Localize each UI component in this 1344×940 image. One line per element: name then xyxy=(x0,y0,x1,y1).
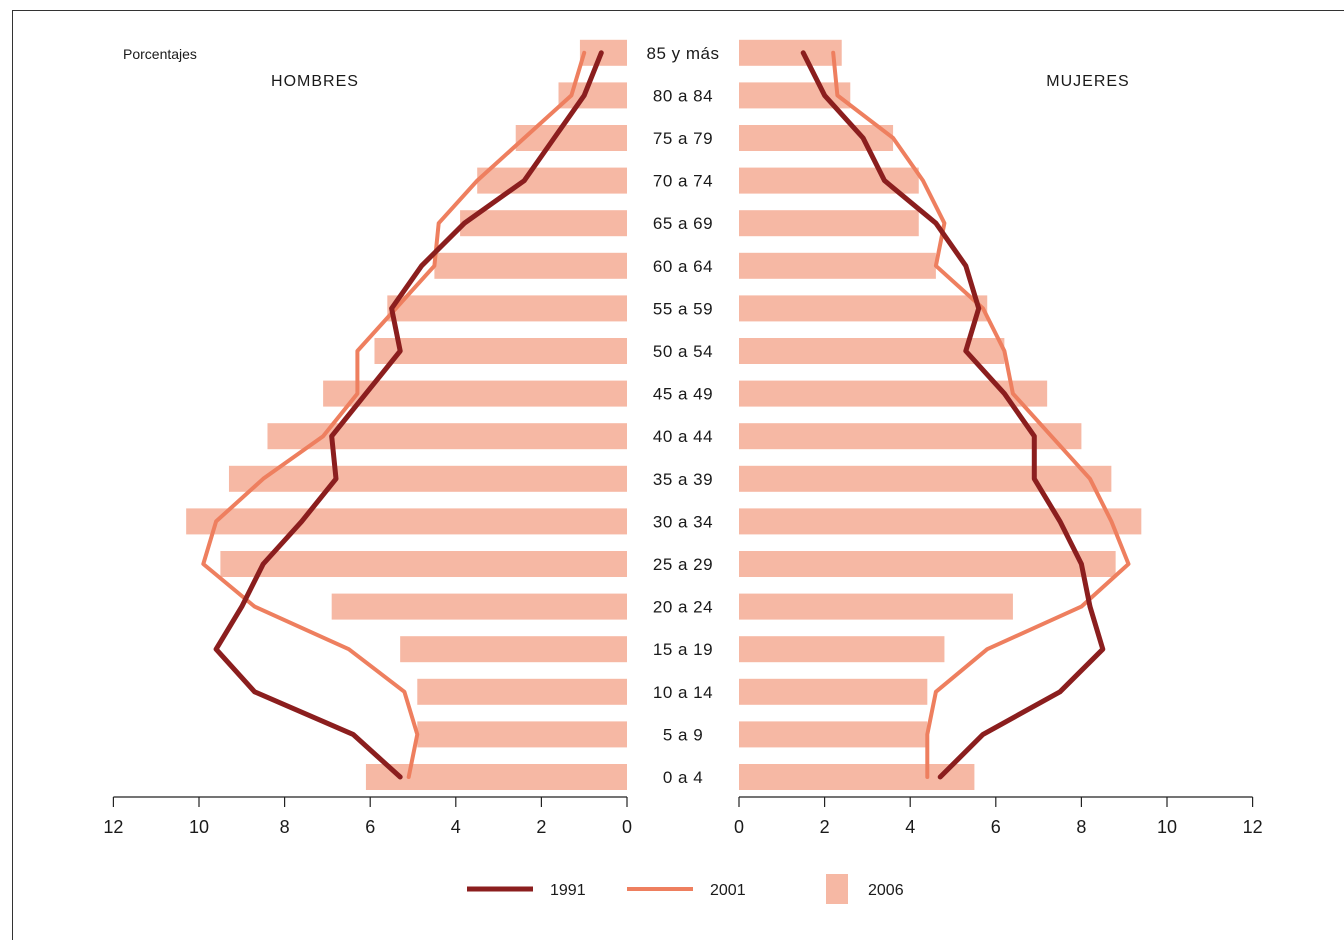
x-tick-label-mujeres: 6 xyxy=(991,817,1001,837)
bar-mujeres-2006 xyxy=(739,167,919,194)
bar-mujeres-2006 xyxy=(739,380,1048,407)
bar-hombres-2006 xyxy=(365,764,627,790)
bar-hombres-2006 xyxy=(387,295,627,322)
age-label: 85 y más xyxy=(647,44,720,63)
bar-hombres-2006 xyxy=(186,508,627,535)
bar-mujeres-2006 xyxy=(739,39,842,66)
bar-mujeres-2006 xyxy=(739,295,988,322)
x-tick-label-mujeres: 0 xyxy=(734,817,744,837)
legend-label-2006: 2006 xyxy=(868,882,904,899)
x-tick-label-hombres: 6 xyxy=(365,817,375,837)
x-tick-label-hombres: 2 xyxy=(536,817,546,837)
bar-mujeres-2006 xyxy=(739,764,975,790)
bar-mujeres-2006 xyxy=(739,423,1082,450)
bar-mujeres-2006 xyxy=(739,678,928,705)
bar-mujeres-2006 xyxy=(739,210,919,237)
age-label: 75 a 79 xyxy=(653,129,713,148)
bar-hombres-2006 xyxy=(417,678,627,705)
legend-swatch-2006 xyxy=(826,874,848,904)
bar-hombres-2006 xyxy=(460,210,627,237)
age-label: 25 a 29 xyxy=(653,555,713,574)
bar-hombres-2006 xyxy=(220,551,627,577)
age-label: 45 a 49 xyxy=(653,385,713,404)
bar-mujeres-2006 xyxy=(739,252,936,279)
line-hombres-1991 xyxy=(213,50,604,780)
age-labels: 0 a 4 5 a 9 10 a 14 15 a 19 20 a 24 25 a 29 30… xyxy=(647,44,720,787)
age-label: 55 a 59 xyxy=(653,299,713,318)
bars-2006 xyxy=(186,39,1142,790)
x-tick-label-mujeres: 2 xyxy=(820,817,830,837)
line-mujeres-1991 xyxy=(800,50,1106,780)
mujeres-title: MUJERES xyxy=(1046,73,1129,90)
x-tick-label-mujeres: 10 xyxy=(1157,817,1177,837)
age-label: 70 a 74 xyxy=(653,172,713,191)
legend-label-2001: 2001 xyxy=(710,882,746,899)
bar-mujeres-2006 xyxy=(739,593,1013,620)
hombres-title: HOMBRES xyxy=(271,73,359,90)
bar-hombres-2006 xyxy=(267,423,627,450)
bar-hombres-2006 xyxy=(331,593,627,620)
unit-label: Porcentajes xyxy=(123,46,197,62)
age-label: 40 a 44 xyxy=(653,427,713,446)
x-tick-label-hombres: 12 xyxy=(103,817,123,837)
bar-mujeres-2006 xyxy=(739,721,928,748)
bar-mujeres-2006 xyxy=(739,465,1112,492)
bar-hombres-2006 xyxy=(400,636,627,663)
legend-label-1991: 1991 xyxy=(550,882,586,899)
x-tick-label-hombres: 0 xyxy=(622,817,632,837)
age-label: 20 a 24 xyxy=(653,598,713,617)
age-label: 35 a 39 xyxy=(653,470,713,489)
x-tick-label-hombres: 4 xyxy=(451,817,461,837)
line-mujeres-2001 xyxy=(831,50,1131,779)
series-lines xyxy=(201,50,1131,780)
age-label: 30 a 34 xyxy=(653,512,713,531)
x-tick-label-hombres: 8 xyxy=(280,817,290,837)
bar-mujeres-2006 xyxy=(739,338,1005,364)
age-label: 15 a 19 xyxy=(653,640,713,659)
age-label: 5 a 9 xyxy=(663,725,703,744)
bar-hombres-2006 xyxy=(434,252,627,279)
bar-mujeres-2006 xyxy=(739,551,1116,577)
age-label: 80 a 84 xyxy=(653,86,713,105)
legend: 1991 2001 2006 xyxy=(467,874,904,904)
bar-hombres-2006 xyxy=(228,465,627,492)
age-label: 10 a 14 xyxy=(653,683,713,702)
x-tick-label-mujeres: 12 xyxy=(1243,817,1263,837)
line-hombres-2001 xyxy=(201,50,587,779)
age-label: 50 a 54 xyxy=(653,342,713,361)
bar-mujeres-2006 xyxy=(739,508,1142,535)
age-label: 65 a 69 xyxy=(653,214,713,233)
chart-frame xyxy=(12,10,1344,940)
bar-mujeres-2006 xyxy=(739,636,945,663)
x-tick-label-mujeres: 8 xyxy=(1076,817,1086,837)
age-label: 60 a 64 xyxy=(653,257,713,276)
bar-hombres-2006 xyxy=(477,167,627,194)
x-tick-label-hombres: 10 xyxy=(189,817,209,837)
age-label: 0 a 4 xyxy=(663,768,703,787)
x-axes: 0 0 2 2 4 4 6 6 8 8 10 10 12 12 xyxy=(103,796,1263,837)
bar-hombres-2006 xyxy=(417,721,627,748)
x-tick-label-mujeres: 4 xyxy=(905,817,915,837)
bar-hombres-2006 xyxy=(374,338,627,364)
